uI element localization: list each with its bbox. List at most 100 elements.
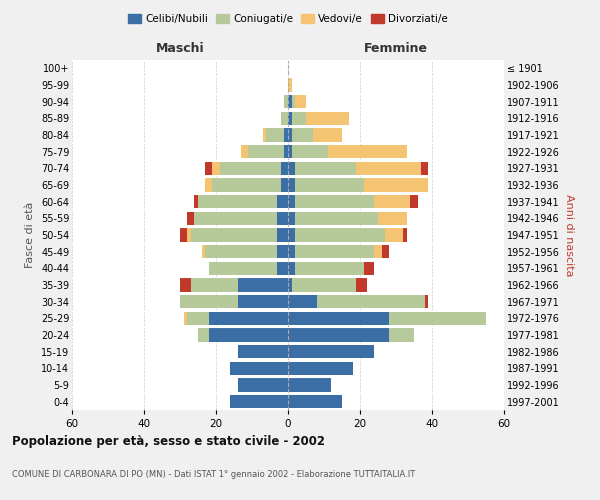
Bar: [313, 128, 342, 141]
Bar: [288, 145, 292, 158]
Bar: [277, 262, 288, 275]
Bar: [284, 128, 288, 141]
Bar: [288, 178, 295, 192]
Bar: [295, 95, 306, 108]
Bar: [374, 195, 410, 208]
Bar: [288, 228, 295, 241]
Bar: [180, 295, 238, 308]
Bar: [191, 278, 238, 291]
Bar: [292, 112, 306, 125]
Bar: [364, 178, 428, 192]
Bar: [238, 378, 288, 392]
Bar: [389, 312, 486, 325]
Bar: [198, 195, 277, 208]
Bar: [295, 212, 378, 225]
Bar: [288, 295, 317, 308]
Bar: [238, 278, 288, 291]
Bar: [284, 95, 288, 108]
Bar: [292, 128, 313, 141]
Bar: [292, 145, 328, 158]
Bar: [241, 145, 248, 158]
Text: Popolazione per età, sesso e stato civile - 2002: Popolazione per età, sesso e stato civil…: [12, 435, 325, 448]
Bar: [277, 228, 288, 241]
Bar: [378, 212, 407, 225]
Bar: [288, 395, 342, 408]
Bar: [212, 162, 220, 175]
Bar: [277, 212, 288, 225]
Bar: [288, 128, 292, 141]
Bar: [238, 345, 288, 358]
Bar: [292, 95, 295, 108]
Bar: [295, 195, 374, 208]
Bar: [288, 78, 292, 92]
Bar: [248, 145, 284, 158]
Bar: [356, 162, 421, 175]
Bar: [284, 145, 288, 158]
Bar: [281, 178, 288, 192]
Y-axis label: Anni di nascita: Anni di nascita: [563, 194, 574, 276]
Bar: [266, 128, 284, 141]
Bar: [212, 178, 281, 192]
Bar: [277, 195, 288, 208]
Bar: [288, 378, 331, 392]
Bar: [385, 228, 403, 241]
Bar: [187, 228, 191, 241]
Bar: [306, 112, 349, 125]
Bar: [389, 328, 414, 342]
Bar: [205, 178, 212, 192]
Bar: [281, 162, 288, 175]
Bar: [205, 245, 277, 258]
Bar: [410, 195, 418, 208]
Bar: [238, 295, 288, 308]
Bar: [194, 195, 198, 208]
Bar: [205, 162, 212, 175]
Legend: Celibi/Nubili, Coniugati/e, Vedovi/e, Divorziati/e: Celibi/Nubili, Coniugati/e, Vedovi/e, Di…: [124, 10, 452, 29]
Bar: [356, 278, 367, 291]
Bar: [180, 228, 187, 241]
Bar: [202, 245, 205, 258]
Bar: [288, 262, 295, 275]
Text: COMUNE DI CARBONARA DI PO (MN) - Dati ISTAT 1° gennaio 2002 - Elaborazione TUTTA: COMUNE DI CARBONARA DI PO (MN) - Dati IS…: [12, 470, 415, 479]
Bar: [295, 262, 364, 275]
Bar: [403, 228, 407, 241]
Bar: [191, 228, 277, 241]
Bar: [382, 245, 389, 258]
Bar: [281, 112, 288, 125]
Bar: [288, 195, 295, 208]
Bar: [317, 295, 425, 308]
Bar: [288, 328, 389, 342]
Bar: [425, 295, 428, 308]
Bar: [277, 245, 288, 258]
Bar: [198, 328, 209, 342]
Bar: [295, 245, 374, 258]
Bar: [187, 212, 194, 225]
Bar: [180, 278, 191, 291]
Bar: [220, 162, 281, 175]
Bar: [374, 245, 382, 258]
Bar: [288, 345, 374, 358]
Bar: [295, 162, 356, 175]
Bar: [263, 128, 266, 141]
Bar: [230, 362, 288, 375]
Bar: [288, 278, 292, 291]
Bar: [184, 312, 187, 325]
Bar: [292, 278, 356, 291]
Y-axis label: Fasce di età: Fasce di età: [25, 202, 35, 268]
Bar: [288, 312, 389, 325]
Text: Femmine: Femmine: [364, 42, 428, 55]
Bar: [364, 262, 374, 275]
Bar: [288, 112, 292, 125]
Bar: [295, 178, 364, 192]
Bar: [288, 212, 295, 225]
Bar: [421, 162, 428, 175]
Bar: [288, 362, 353, 375]
Bar: [288, 95, 292, 108]
Bar: [328, 145, 407, 158]
Bar: [209, 262, 277, 275]
Bar: [209, 328, 288, 342]
Bar: [230, 395, 288, 408]
Bar: [187, 312, 209, 325]
Bar: [295, 228, 385, 241]
Text: Maschi: Maschi: [155, 42, 205, 55]
Bar: [194, 212, 277, 225]
